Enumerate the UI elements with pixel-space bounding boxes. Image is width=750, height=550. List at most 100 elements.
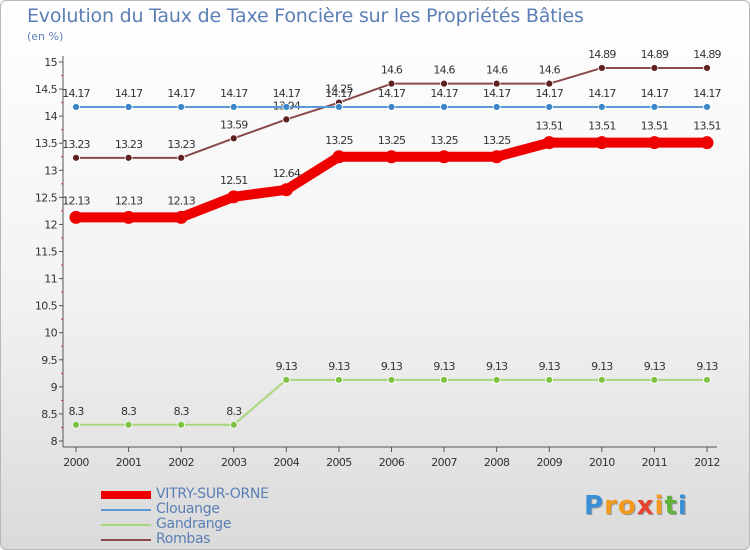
data-label-vitry-sur-orne: 13.51 xyxy=(641,120,669,133)
data-point-clouange xyxy=(703,103,711,111)
data-point-rombas xyxy=(545,79,554,88)
data-label-gandrange: 8.3 xyxy=(121,405,137,418)
data-label-gandrange: 8.3 xyxy=(68,405,84,418)
data-point-clouange xyxy=(440,103,448,111)
data-point-clouange xyxy=(335,103,343,111)
data-label-rombas: 14.6 xyxy=(433,64,455,77)
data-point-rombas xyxy=(703,64,711,72)
data-point-rombas xyxy=(124,153,133,162)
y-tick-label: 8.5 xyxy=(41,408,57,421)
data-label-clouange: 14.17 xyxy=(167,87,195,100)
y-tick-label: 15 xyxy=(44,56,57,69)
data-label-clouange: 14.17 xyxy=(220,87,248,100)
x-tick-label: 2008 xyxy=(484,456,510,469)
data-label-rombas: 14.6 xyxy=(381,64,403,77)
data-label-clouange: 14.17 xyxy=(641,87,669,100)
x-tick-label: 2010 xyxy=(589,456,615,469)
legend-swatch-vitry xyxy=(101,491,151,499)
data-label-vitry-sur-orne: 13.25 xyxy=(430,134,458,147)
data-point-vitry-sur-orne xyxy=(385,150,398,164)
y-tick-label: 13.5 xyxy=(35,137,58,150)
data-label-gandrange: 9.13 xyxy=(381,360,403,373)
x-tick-label: 2003 xyxy=(221,456,247,469)
data-label-gandrange: 8.3 xyxy=(174,405,190,418)
data-point-gandrange xyxy=(124,420,133,429)
data-label-vitry-sur-orne: 12.13 xyxy=(167,194,195,207)
data-point-clouange xyxy=(177,103,186,111)
data-point-clouange xyxy=(650,103,659,111)
data-point-gandrange xyxy=(177,420,186,429)
legend-label-clouange: Clouange xyxy=(156,501,220,517)
x-tick-label: 2011 xyxy=(642,456,668,469)
data-point-clouange xyxy=(282,103,291,111)
data-label-rombas: 13.23 xyxy=(62,138,90,151)
logo-letter: o xyxy=(617,491,637,521)
data-label-clouange: 14.17 xyxy=(378,87,406,100)
y-tick-label: 13 xyxy=(44,164,57,177)
data-label-clouange: 14.17 xyxy=(588,87,616,100)
data-point-rombas xyxy=(440,79,448,88)
y-tick-label: 12.5 xyxy=(35,191,58,204)
data-point-vitry-sur-orne xyxy=(437,150,451,164)
y-tick-label: 8 xyxy=(51,435,58,448)
y-tick-label: 10 xyxy=(44,327,57,340)
logo-letter: x xyxy=(636,491,655,521)
data-point-vitry-sur-orne xyxy=(647,136,661,150)
data-point-clouange xyxy=(124,103,133,111)
data-label-rombas: 14.89 xyxy=(693,48,721,61)
data-point-vitry-sur-orne xyxy=(227,190,241,204)
data-point-gandrange xyxy=(72,420,80,429)
data-point-gandrange xyxy=(492,375,501,384)
data-label-vitry-sur-orne: 12.51 xyxy=(220,174,248,187)
data-point-gandrange xyxy=(545,375,554,384)
data-label-clouange: 14.17 xyxy=(693,87,721,100)
data-point-gandrange xyxy=(335,375,343,384)
data-point-vitry-sur-orne xyxy=(332,150,346,164)
y-tick-label: 10.5 xyxy=(35,300,58,313)
data-point-rombas xyxy=(387,79,396,88)
x-tick-label: 2006 xyxy=(379,456,405,469)
y-tick-label: 9 xyxy=(51,381,58,394)
data-point-gandrange xyxy=(597,375,606,384)
data-point-clouange xyxy=(597,103,606,111)
data-label-clouange: 14.17 xyxy=(273,87,301,100)
data-point-vitry-sur-orne xyxy=(122,210,136,224)
data-point-clouange xyxy=(545,103,554,111)
y-tick-label: 11.5 xyxy=(35,246,58,259)
logo-letter: i xyxy=(654,491,665,521)
data-label-clouange: 14.17 xyxy=(483,87,511,100)
data-label-gandrange: 9.13 xyxy=(276,360,298,373)
data-label-vitry-sur-orne: 13.25 xyxy=(483,134,511,147)
data-label-rombas: 13.23 xyxy=(167,138,195,151)
data-point-gandrange xyxy=(440,375,448,384)
x-tick-label: 2002 xyxy=(168,456,194,469)
logo-letter: P xyxy=(584,491,605,521)
proxiti-logo: Proxiti xyxy=(584,491,688,521)
y-tick-label: 11 xyxy=(44,273,57,286)
data-point-vitry-sur-orne xyxy=(490,150,504,164)
data-point-gandrange xyxy=(387,375,396,384)
data-label-rombas: 14.25 xyxy=(325,83,353,96)
data-label-gandrange: 9.13 xyxy=(644,360,666,373)
data-label-gandrange: 9.13 xyxy=(328,360,350,373)
data-label-clouange: 14.17 xyxy=(325,87,353,100)
data-label-gandrange: 8.3 xyxy=(226,405,242,418)
x-tick-label: 2000 xyxy=(63,456,89,469)
data-label-vitry-sur-orne: 12.13 xyxy=(115,194,143,207)
data-point-gandrange xyxy=(282,375,291,384)
x-tick-label: 2012 xyxy=(694,456,720,469)
data-point-rombas xyxy=(492,79,501,88)
data-label-rombas: 14.89 xyxy=(641,48,669,61)
logo-letter: i xyxy=(677,491,688,521)
data-label-gandrange: 9.13 xyxy=(539,360,561,373)
legend-label-gandrange: Gandrange xyxy=(156,516,232,532)
legend-swatch-clouange xyxy=(101,509,151,511)
data-label-vitry-sur-orne: 13.51 xyxy=(693,120,721,133)
data-label-rombas: 13.59 xyxy=(220,118,248,131)
data-point-rombas xyxy=(282,115,291,124)
data-label-gandrange: 9.13 xyxy=(696,360,718,373)
data-point-rombas xyxy=(597,64,606,72)
data-label-rombas: 13.23 xyxy=(115,138,143,151)
